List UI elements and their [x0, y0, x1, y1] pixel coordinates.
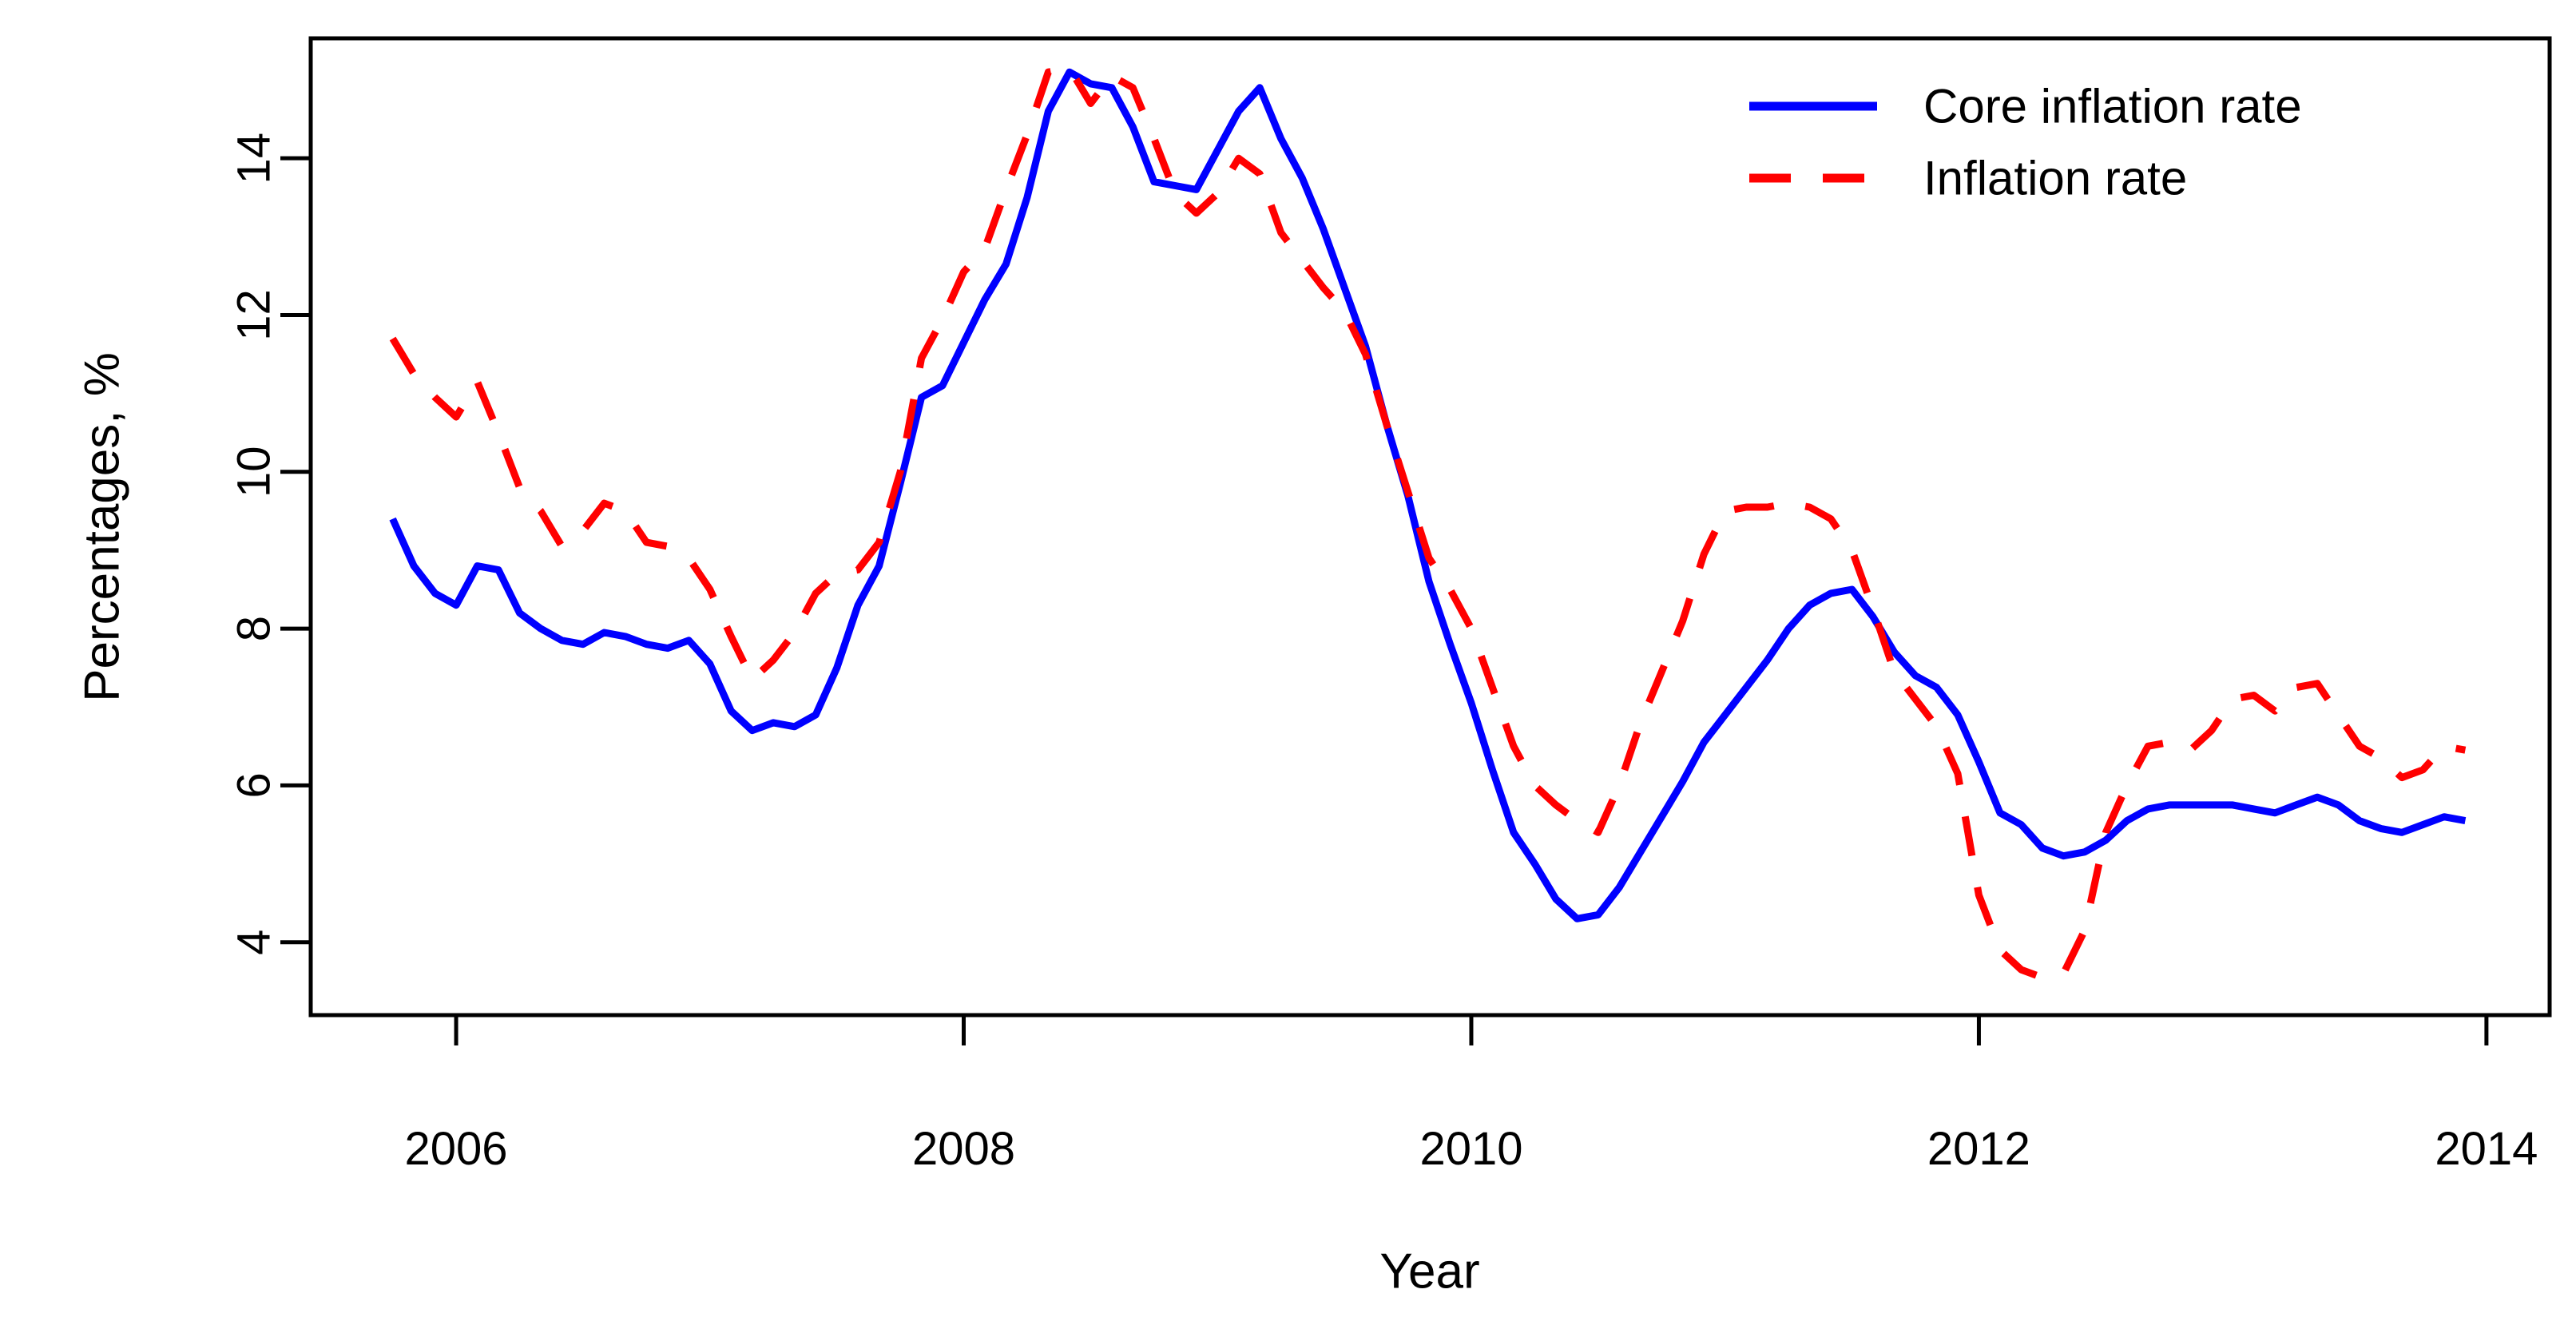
x-tick-label-2008: 2008 [912, 1123, 1015, 1175]
x-tick-label-2006: 2006 [405, 1123, 508, 1175]
series-line-core-inflation-rate [389, 68, 2467, 922]
x-axis-title: Year [1379, 1244, 1480, 1299]
y-tick-label-10: 10 [228, 446, 280, 498]
x-tick-label-2010: 2010 [1419, 1123, 1522, 1175]
y-tick-label-12: 12 [228, 289, 280, 341]
y-tick-label-8: 8 [228, 616, 280, 641]
y-tick-label-4: 4 [228, 930, 280, 955]
plot-border [308, 36, 2552, 1018]
y-axis-title: Percentages, % [74, 352, 130, 702]
y-tick-label-6: 6 [228, 772, 280, 798]
legend-label-inflation-rate: Inflation rate [1923, 152, 2187, 205]
x-tick-label-2012: 2012 [1927, 1123, 2030, 1175]
legend-label-core-inflation-rate: Core inflation rate [1923, 80, 2302, 133]
series-line-inflation-rate [389, 64, 2467, 982]
x-tick-label-2014: 2014 [2435, 1123, 2538, 1175]
y-tick-label-14: 14 [228, 133, 280, 184]
